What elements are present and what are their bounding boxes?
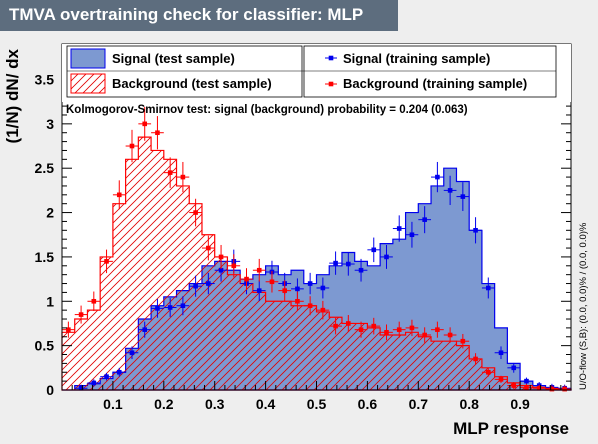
signal-train-marker: [524, 379, 529, 384]
signal-train-marker: [104, 374, 109, 379]
signal-train-marker: [181, 303, 186, 308]
background-train-marker: [410, 326, 415, 331]
background-train-marker: [295, 299, 300, 304]
background-train-marker: [257, 268, 262, 273]
signal-train-marker: [193, 284, 198, 289]
signal-train-marker: [142, 327, 147, 332]
y-axis-label: (1/N) dN/ dx: [3, 48, 22, 143]
legend-label-background-test: Background (test sample): [112, 76, 272, 91]
x-tick-label: 0.3: [205, 396, 225, 412]
background-train-marker: [92, 299, 97, 304]
signal-train-marker: [435, 175, 440, 180]
background-train-marker: [422, 333, 427, 338]
signal-train-marker: [206, 281, 211, 286]
x-tick-label: 0.2: [154, 396, 174, 412]
background-train-marker: [155, 130, 160, 135]
signal-train-marker: [295, 287, 300, 292]
overflow-label: U/O-flow (S,B): (0.0, 0.0)% / (0.0, 0.0)…: [578, 222, 589, 390]
background-train-marker: [371, 324, 376, 329]
x-axis-label: MLP response: [453, 419, 569, 438]
signal-train-marker: [346, 262, 351, 267]
legend-swatch-signal-test: [71, 49, 105, 68]
y-tick-label: 1.5: [35, 249, 55, 265]
signal-train-marker: [130, 350, 135, 355]
background-train-marker: [231, 263, 236, 268]
background-train-marker: [346, 321, 351, 326]
ks-test-text: Kolmogorov-Smirnov test: signal (backgro…: [66, 104, 468, 116]
legend-swatch-background-test: [71, 74, 105, 93]
background-train-marker: [206, 246, 211, 251]
legend-marker-signal-train-m: [329, 56, 334, 61]
background-train-marker: [448, 333, 453, 338]
background-train-marker: [435, 327, 440, 332]
y-tick-label: 3: [46, 116, 54, 132]
y-tick-label: 0: [46, 382, 54, 398]
legend-label-background-train: Background (training sample): [343, 76, 527, 91]
background-train-marker: [282, 288, 287, 293]
background-train-marker: [142, 122, 147, 127]
y-tick-label: 2: [46, 205, 54, 221]
signal-train-marker: [371, 248, 376, 253]
background-train-marker: [270, 279, 275, 284]
background-train-marker: [384, 330, 389, 335]
background-train-marker: [499, 377, 504, 382]
x-tick-label: 0.9: [510, 396, 530, 412]
background-train-marker: [181, 175, 186, 180]
signal-train-marker: [155, 306, 160, 311]
signal-train-marker: [333, 261, 338, 266]
background-train-marker: [321, 308, 326, 313]
signal-train-marker: [397, 226, 402, 231]
y-tick-label: 1: [46, 293, 54, 309]
signal-train-marker: [384, 255, 389, 260]
background-train-marker: [193, 210, 198, 215]
signal-train-marker: [473, 228, 478, 233]
background-train-marker: [486, 370, 491, 375]
background-train-marker: [168, 170, 173, 175]
background-train-marker: [104, 259, 109, 264]
background-train-marker: [524, 385, 529, 390]
signal-train-marker: [117, 370, 122, 375]
background-train-marker: [244, 277, 249, 282]
signal-train-marker: [448, 188, 453, 193]
legend-label-signal-test: Signal (test sample): [112, 51, 235, 66]
background-train-marker: [461, 339, 466, 344]
background-train-marker: [473, 357, 478, 362]
signal-train-marker: [511, 366, 516, 371]
signal-train-marker: [461, 194, 466, 199]
y-tick-label: 2.5: [35, 160, 55, 176]
signal-train-marker: [308, 281, 313, 286]
signal-train-marker: [486, 286, 491, 291]
signal-train-marker: [359, 268, 364, 273]
background-train-marker: [79, 312, 84, 317]
background-train-marker: [397, 327, 402, 332]
legend-marker-background-train-m: [329, 82, 334, 87]
background-train-marker: [219, 255, 224, 260]
legend-label-signal-train: Signal (training sample): [343, 51, 490, 66]
x-tick-label: 0.7: [409, 396, 429, 412]
signal-train-marker: [321, 286, 326, 291]
x-tick-label: 0.1: [103, 396, 123, 412]
signal-train-marker: [168, 305, 173, 310]
background-train-marker: [511, 383, 516, 388]
background-train-marker: [117, 193, 122, 198]
signal-train-marker: [92, 381, 97, 386]
signal-train-marker: [257, 288, 262, 293]
x-tick-label: 0.4: [256, 396, 276, 412]
y-tick-label: 3.5: [35, 71, 55, 87]
signal-train-marker: [422, 217, 427, 222]
signal-train-marker: [499, 350, 504, 355]
background-train-marker: [562, 387, 567, 392]
x-tick-label: 0.6: [358, 396, 378, 412]
background-train-marker: [333, 324, 338, 329]
y-tick-label: 0.5: [35, 338, 55, 354]
background-train-marker: [308, 303, 313, 308]
x-tick-label: 0.5: [307, 396, 327, 412]
background-train-marker: [359, 327, 364, 332]
background-train-marker: [130, 144, 135, 149]
signal-train-marker: [410, 232, 415, 237]
x-tick-label: 0.8: [459, 396, 479, 412]
